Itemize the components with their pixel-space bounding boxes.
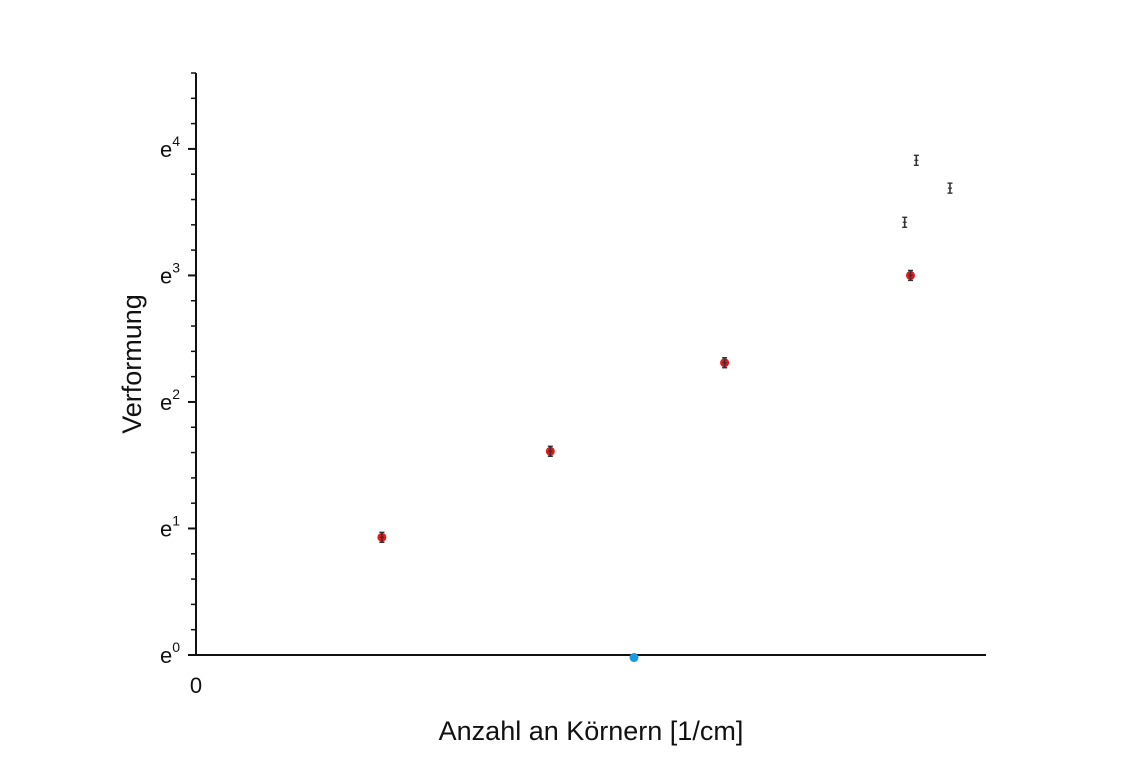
y-tick-exponent: 3 [172, 259, 180, 275]
error-bar-point [902, 216, 908, 228]
y-tick-exponent: 1 [172, 512, 180, 528]
error-bar-point [913, 154, 919, 167]
error-bar-point [379, 531, 385, 544]
x-ticks: 0 [190, 673, 202, 698]
y-tick-base: e [160, 137, 172, 162]
x-tick-label: 0 [190, 673, 202, 698]
data-marks [377, 154, 953, 663]
y-axis-title: Verformung [117, 294, 147, 434]
y-tick-label: e0 [160, 639, 180, 668]
y-tick-base: e [160, 390, 172, 415]
y-tick-label: e3 [160, 259, 180, 288]
y-tick-label: e4 [160, 133, 180, 162]
y-tick-base: e [160, 516, 172, 541]
error-bar-point [547, 445, 553, 457]
data-point [629, 653, 639, 663]
error-bar-point [722, 357, 728, 369]
axes [195, 73, 986, 656]
y-tick-base: e [160, 263, 172, 288]
error-bar-point [907, 269, 913, 282]
error-bar-point [947, 182, 953, 194]
y-tick-label: e2 [160, 386, 180, 415]
y-tick-exponent: 2 [172, 386, 180, 402]
y-tick-exponent: 4 [172, 133, 180, 149]
y-tick-exponent: 0 [172, 639, 180, 655]
y-tick-base: e [160, 643, 172, 668]
y-tick-label: e1 [160, 512, 180, 541]
x-axis-title: Anzahl an Körnern [1/cm] [439, 716, 744, 746]
